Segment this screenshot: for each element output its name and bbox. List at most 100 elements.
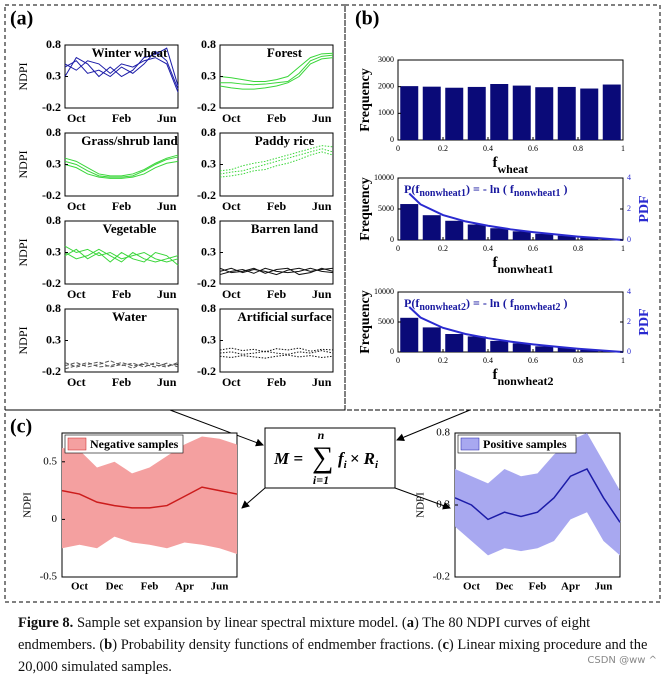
x-tick-label: Feb xyxy=(267,111,287,125)
formula-box xyxy=(264,427,396,489)
y-tick-label: 0.8 xyxy=(436,427,450,439)
x-tick-label: Oct xyxy=(67,375,86,389)
y2-tick-label: 2 xyxy=(627,317,631,326)
x-tick-label: 0.2 xyxy=(438,244,448,253)
y-tick-label: 0.3 xyxy=(46,156,61,170)
y-tick-label: 5000 xyxy=(378,317,394,326)
x-tick-label: 0 xyxy=(396,356,400,365)
y2-tick-label: 2 xyxy=(627,204,631,213)
plot-area xyxy=(219,220,334,285)
y-tick-label: 10000 xyxy=(374,287,394,296)
y-tick-label: 2000 xyxy=(378,81,394,90)
x-tick-label: Jun xyxy=(157,111,177,125)
y-tick-label: 0 xyxy=(390,347,394,356)
mean-line xyxy=(61,486,238,509)
curve xyxy=(64,160,179,179)
plot-title: Artificial surface xyxy=(237,309,331,324)
bar xyxy=(445,220,464,240)
y-tick-label: 0.8 xyxy=(46,37,61,51)
x-tick-label: Dec xyxy=(496,581,514,593)
equation-part: nonwheat1 xyxy=(514,188,561,199)
curve xyxy=(219,267,334,276)
curve xyxy=(64,361,179,369)
x-axis-label-main: f xyxy=(493,155,499,171)
bar xyxy=(512,231,531,240)
formula-times: × R xyxy=(350,449,375,468)
y-tick-label: 0.8 xyxy=(201,301,216,315)
y-tick-label: -0.2 xyxy=(197,364,216,378)
plot-area xyxy=(64,308,179,373)
y-tick-label: 0.8 xyxy=(201,213,216,227)
equation-part: ) xyxy=(561,296,568,310)
plot-area xyxy=(64,132,179,197)
x-tick-label: 0.4 xyxy=(483,244,493,253)
bar xyxy=(557,347,576,352)
y-tick-label: 0 xyxy=(52,513,58,525)
bar xyxy=(467,86,486,140)
caption-text: Figure 8. xyxy=(18,615,74,631)
x-tick-label: 1 xyxy=(621,244,625,253)
equation-part: ) xyxy=(561,182,568,196)
x-tick-label: Oct xyxy=(463,581,480,593)
y-tick-label: 0.3 xyxy=(201,68,216,82)
formula-term: fi × Ri xyxy=(338,449,379,471)
x-tick-label: Jun xyxy=(157,375,177,389)
x-tick-label: Jun xyxy=(157,199,177,213)
legend-label: Negative samples xyxy=(90,437,179,451)
x-tick-label: 0 xyxy=(396,244,400,253)
y-tick-label: 1000 xyxy=(378,108,394,117)
pdf-curve xyxy=(408,192,624,241)
y-tick-label: 0.8 xyxy=(46,125,61,139)
x-tick-label: Feb xyxy=(529,581,547,593)
arrow xyxy=(394,487,451,510)
band xyxy=(455,433,620,556)
arrow xyxy=(169,409,264,447)
y-tick-label: 3000 xyxy=(378,55,394,64)
x-tick-label: 0.2 xyxy=(438,356,448,365)
x-tick-label: Jun xyxy=(312,199,332,213)
equation-part: P(f xyxy=(404,182,420,196)
y-tick-label: 0 xyxy=(390,135,394,144)
curve xyxy=(219,148,334,175)
curve xyxy=(219,52,334,83)
plot-title: Vegetable xyxy=(103,221,157,236)
x-tick-label: Feb xyxy=(267,375,287,389)
bar xyxy=(467,224,486,240)
y-tick-label: 0.5 xyxy=(43,455,57,467)
y-tick-label: -0.2 xyxy=(197,100,216,114)
x-tick-label: Oct xyxy=(222,199,241,213)
y-axis-label: NDPI xyxy=(16,62,30,90)
y-tick-label: -0.2 xyxy=(42,188,61,202)
x-tick-label: Feb xyxy=(112,199,132,213)
x-tick-label: 0.8 xyxy=(573,356,583,365)
x-tick-label: 0.6 xyxy=(528,356,538,365)
panel-c-frame xyxy=(4,409,661,603)
x-tick-label: 0.4 xyxy=(483,144,493,153)
bar xyxy=(580,237,599,240)
bar xyxy=(557,235,576,240)
bar xyxy=(580,349,599,352)
curve xyxy=(219,267,334,276)
formula-f: f xyxy=(338,449,346,468)
y-axis-label: NDPI xyxy=(16,150,30,178)
y2-tick-label: 0 xyxy=(627,347,631,356)
curve xyxy=(64,47,179,87)
equation-part: nonwheat2 xyxy=(419,302,466,313)
x-axis-label: fnonwheat1 xyxy=(493,255,554,275)
formula-upper: n xyxy=(318,428,325,442)
bar xyxy=(557,86,576,140)
x-tick-label: 0 xyxy=(396,144,400,153)
plot-area xyxy=(219,308,334,373)
x-tick-label: 0.4 xyxy=(483,356,493,365)
plot-title: Barren land xyxy=(251,221,319,236)
y-tick-label: -0.2 xyxy=(433,571,450,583)
bar xyxy=(535,346,554,352)
legend-swatch xyxy=(460,437,480,451)
bar xyxy=(422,215,441,240)
formula-sub: i xyxy=(344,459,348,471)
bar xyxy=(422,327,441,352)
equation-part: ) = - ln ( f xyxy=(466,182,515,196)
x-tick-label: Oct xyxy=(71,581,88,593)
x-tick-label: Oct xyxy=(67,287,86,301)
